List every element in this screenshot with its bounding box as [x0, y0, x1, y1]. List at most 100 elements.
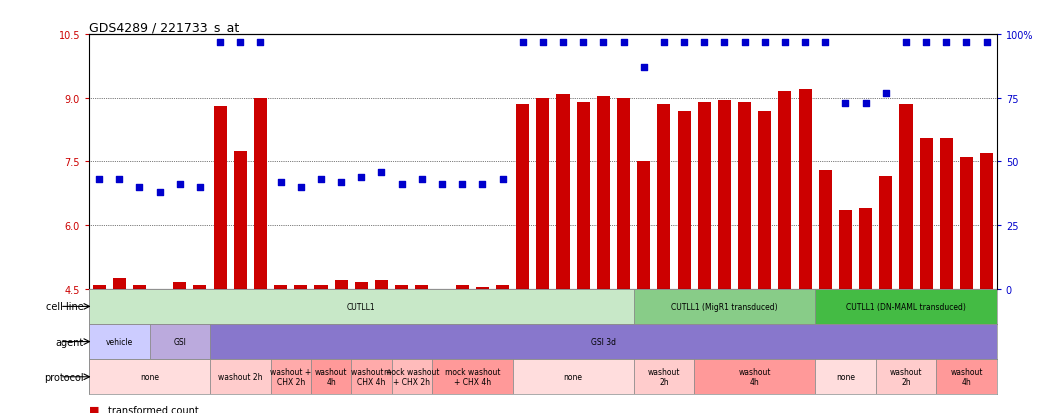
Bar — [355, 283, 367, 289]
Point — [453, 182, 470, 188]
Point — [877, 90, 894, 97]
Point — [918, 39, 935, 46]
Text: ■: ■ — [89, 405, 99, 413]
Text: GSI 3d: GSI 3d — [591, 337, 616, 346]
Text: CUTLL1 (MigR1 transduced): CUTLL1 (MigR1 transduced) — [671, 302, 778, 311]
Text: none: none — [140, 373, 159, 381]
Point — [897, 39, 914, 46]
Bar — [697, 103, 711, 289]
Text: washout +
CHX 2h: washout + CHX 2h — [270, 367, 311, 387]
Bar — [455, 285, 469, 289]
Bar — [294, 285, 308, 289]
Point — [534, 39, 551, 46]
Point — [433, 182, 450, 188]
Bar — [633, 289, 816, 324]
Point — [494, 177, 511, 183]
Bar — [210, 324, 997, 359]
Text: transformed count: transformed count — [108, 405, 199, 413]
Text: mock washout
+ CHX 2h: mock washout + CHX 2h — [384, 367, 440, 387]
Bar — [513, 359, 633, 394]
Point — [616, 39, 632, 46]
Point — [373, 169, 389, 176]
Point — [172, 182, 188, 188]
Bar — [980, 154, 994, 289]
Bar — [173, 283, 186, 289]
Bar — [557, 95, 570, 289]
Bar — [694, 359, 816, 394]
Text: protocol: protocol — [44, 372, 84, 382]
Point — [857, 100, 874, 107]
Bar — [274, 285, 287, 289]
Point — [131, 184, 148, 191]
Point — [595, 39, 611, 46]
Text: vehicle: vehicle — [106, 337, 133, 346]
Bar — [879, 177, 892, 289]
Text: none: none — [836, 373, 855, 381]
Bar — [516, 105, 529, 289]
Bar — [936, 359, 997, 394]
Point — [575, 39, 592, 46]
Bar — [392, 359, 432, 394]
Bar — [839, 211, 852, 289]
Text: GSI: GSI — [174, 337, 186, 346]
Text: washout 2h: washout 2h — [218, 373, 263, 381]
Bar — [638, 162, 650, 289]
Text: washout
2h: washout 2h — [890, 367, 922, 387]
Point — [231, 39, 248, 46]
Point — [696, 39, 713, 46]
Bar — [233, 152, 247, 289]
Text: washout
2h: washout 2h — [648, 367, 681, 387]
Point — [394, 182, 410, 188]
Point — [272, 179, 289, 186]
Point — [192, 184, 208, 191]
Bar — [718, 101, 731, 289]
Point — [91, 177, 108, 183]
Bar — [875, 359, 936, 394]
Text: washout
4h: washout 4h — [738, 367, 771, 387]
Bar — [758, 112, 772, 289]
Text: washout
4h: washout 4h — [315, 367, 348, 387]
Point — [817, 39, 833, 46]
Bar — [577, 103, 589, 289]
Bar — [738, 103, 751, 289]
Bar — [940, 139, 953, 289]
Point — [777, 39, 794, 46]
Point — [111, 177, 128, 183]
Bar — [617, 99, 630, 289]
Point — [211, 39, 228, 46]
Bar — [658, 105, 670, 289]
Bar — [536, 99, 550, 289]
Text: CUTLL1: CUTLL1 — [347, 302, 376, 311]
Bar — [633, 359, 694, 394]
Bar — [214, 107, 226, 289]
Bar — [816, 359, 875, 394]
Bar — [270, 359, 311, 394]
Bar — [314, 285, 328, 289]
Point — [655, 39, 672, 46]
Bar — [778, 92, 792, 289]
Text: none: none — [563, 373, 582, 381]
Text: mock washout
+ CHX 4h: mock washout + CHX 4h — [445, 367, 500, 387]
Bar — [210, 359, 270, 394]
Point — [736, 39, 753, 46]
Bar — [816, 289, 997, 324]
Point — [938, 39, 955, 46]
Bar — [311, 359, 351, 394]
Bar — [899, 105, 913, 289]
Point — [756, 39, 773, 46]
Bar — [860, 209, 872, 289]
Point — [514, 39, 531, 46]
Bar — [395, 285, 408, 289]
Bar — [150, 324, 210, 359]
Point — [675, 39, 692, 46]
Point — [333, 179, 350, 186]
Point — [958, 39, 975, 46]
Point — [151, 189, 168, 196]
Text: cell line: cell line — [46, 301, 84, 312]
Text: CUTLL1 (DN-MAML transduced): CUTLL1 (DN-MAML transduced) — [846, 302, 966, 311]
Bar — [92, 285, 106, 289]
Text: washout
4h: washout 4h — [951, 367, 983, 387]
Bar — [475, 287, 489, 289]
Bar — [819, 171, 831, 289]
Bar — [194, 285, 206, 289]
